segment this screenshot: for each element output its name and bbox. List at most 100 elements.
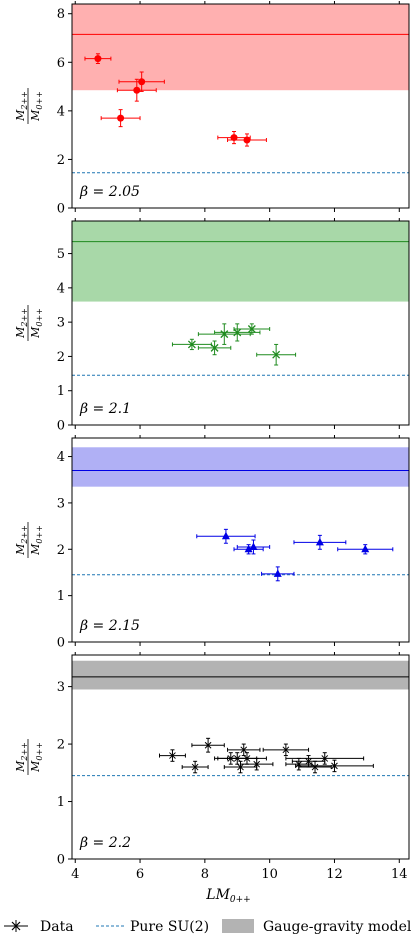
panel-2: 0 1 2 3 4 5 M2++M0++ β = 2.1 [14,218,410,434]
point-marker [243,136,251,144]
point-marker [273,569,282,577]
data-point [240,757,274,771]
y-tick-label: 4 [57,450,65,465]
data-point [158,749,186,762]
data-point [191,737,225,753]
plot-frame [71,220,410,426]
y-label-denominator: M0++ [29,525,44,556]
point-marker [210,343,219,352]
y-tick-label: 6 [57,56,65,71]
panel-1: 0 2 4 6 8 M2++M0++ β = 2.05 [14,1,410,217]
point-marker [249,542,258,550]
data-point [236,539,271,555]
beta-label: β = 2.2 [79,835,131,851]
data-point [214,323,261,342]
point-marker [237,763,244,771]
data-point [233,544,264,555]
legend-model-swatch [222,919,254,933]
point-marker [169,752,176,759]
y-label-denominator: M0++ [29,308,44,339]
x-tick-label: 4 [71,867,79,882]
data-point [233,323,271,335]
x-tick-label: 14 [391,867,408,882]
y-tick-label: 0 [57,202,65,217]
data-point [256,343,297,366]
point-marker [243,755,251,762]
x-axis-label: LM0++ [205,887,250,905]
panel-3: 0 1 2 3 4 M2++M0++ β = 2.15 [14,435,410,651]
y-label-numerator: M2++ [14,742,29,773]
y-axis-label: M2++M0++ [14,88,44,124]
data-point [181,760,209,774]
y-tick-label: 2 [57,543,65,558]
y-tick-label: 2 [57,738,65,753]
y-tick-label: 4 [57,281,65,296]
plot-frame [71,3,410,209]
legend-pure-label: Pure SU(2) [130,919,209,935]
beta-label: β = 2.1 [79,401,131,417]
point-marker [204,741,212,749]
data-point [100,109,141,128]
data-point [116,78,157,102]
x-tick-label: 6 [136,867,144,882]
point-marker [233,328,242,337]
point-marker [247,325,256,333]
data-point [84,53,112,64]
y-tick-label: 0 [57,419,65,434]
point-marker [240,746,248,754]
y-tick-label: 1 [57,384,65,399]
data-point [227,133,267,147]
y-tick-label: 4 [57,104,65,119]
x-tick-label: 10 [261,867,278,882]
legend-data-label: Data [40,919,74,935]
point-marker [138,78,146,86]
plot-frame [71,654,410,860]
point-marker [321,755,329,762]
point-marker [191,763,199,771]
y-tick-label: 8 [57,7,65,22]
y-tick-label: 1 [57,589,65,604]
point-marker [282,746,290,754]
y-tick-label: 3 [57,496,65,511]
y-tick-label: 0 [57,853,65,868]
model-band [72,447,409,487]
y-tick-label: 5 [57,247,65,262]
y-tick-label: 3 [57,680,65,695]
data-point [285,752,365,765]
data-point [227,743,261,757]
y-label-numerator: M2++ [14,91,29,122]
x-tick-label: 12 [326,867,343,882]
legend: Data Pure SU(2) Gauge-gravity model [4,919,412,935]
y-axis-label: M2++M0++ [14,305,44,341]
y-axis-label: M2++M0++ [14,739,44,775]
data-point [227,752,267,765]
y-tick-label: 2 [57,350,65,365]
legend-model-label: Gauge-gravity model [263,919,412,935]
point-marker [117,114,125,122]
point-marker [331,762,338,770]
y-label-denominator: M0++ [29,91,44,122]
plot-frame [71,437,410,643]
point-marker [272,350,281,359]
data-point [171,338,212,351]
y-tick-label: 0 [57,636,65,651]
point-marker [311,763,319,771]
point-marker [315,537,324,546]
data-point [118,71,165,92]
y-label-numerator: M2++ [14,525,29,556]
point-marker [220,330,229,339]
beta-label: β = 2.15 [79,618,140,634]
x-tick-label: 8 [201,867,209,882]
beta-label: β = 2.05 [79,184,140,200]
data-point [196,528,256,544]
data-point [261,566,295,582]
point-marker [361,544,370,553]
data-point [197,340,232,356]
point-marker [133,86,141,94]
model-band [72,660,409,690]
point-marker [244,544,253,553]
data-point [197,323,251,345]
